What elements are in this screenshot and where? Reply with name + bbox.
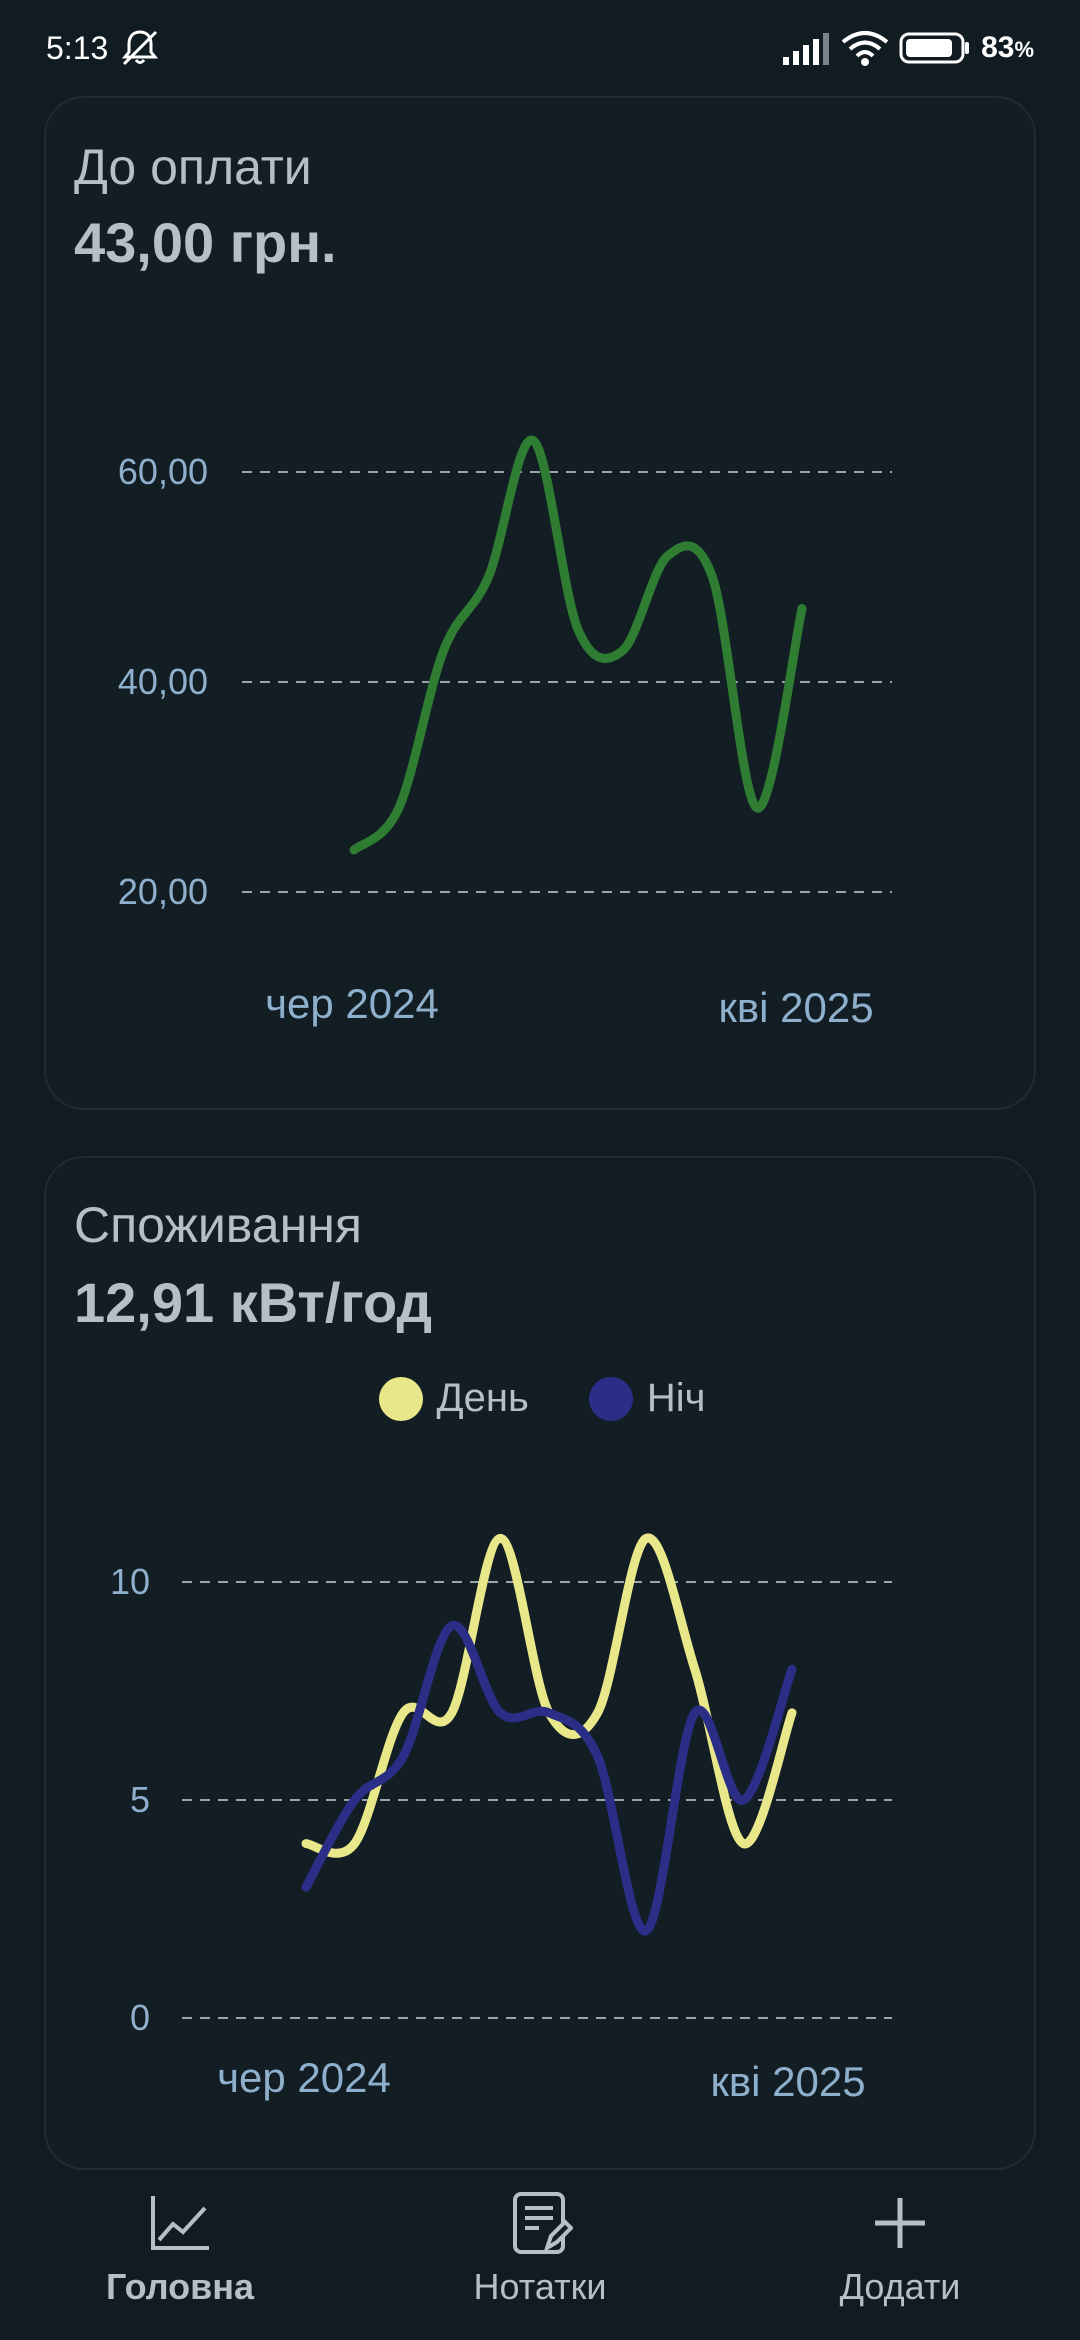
- signal-icon: [783, 33, 830, 65]
- nav-label: Головна: [106, 2266, 254, 2307]
- nav-item-notes[interactable]: Нотатки: [410, 2190, 670, 2340]
- payment-card[interactable]: До оплати 43,00 грн. 60,00 40,00 20,00 чер…: [44, 96, 1036, 1110]
- battery-icon: [899, 32, 970, 64]
- legend-dot-day: [378, 1376, 423, 1421]
- card-title: До оплати: [74, 139, 312, 195]
- x-tick-label: кві 2025: [710, 2058, 865, 2105]
- consumption-card[interactable]: Споживання 12,91 кВт/год День Ніч 10 5 0 ч…: [44, 1156, 1036, 2170]
- series-line-2: [301, 1621, 797, 1936]
- x-tick-label: кві 2025: [718, 984, 873, 1031]
- legend-dot-night: [588, 1376, 633, 1421]
- bottom-nav: Головна Нотатки Додати: [0, 2190, 1080, 2340]
- x-tick-label: чер 2024: [217, 2054, 391, 2101]
- chart-legend: День Ніч: [46, 1376, 1038, 1421]
- y-tick-label: 5: [130, 1779, 150, 1820]
- wifi-icon: [841, 31, 889, 66]
- nav-label: Нотатки: [473, 2266, 607, 2307]
- y-tick-label: 0: [130, 1997, 150, 2038]
- battery-percentage: 83%: [981, 31, 1034, 64]
- y-tick-label: 10: [110, 1561, 150, 1602]
- nav-label: Додати: [839, 2266, 961, 2307]
- series-line-1: [349, 435, 807, 855]
- payment-chart: 60,00 40,00 20,00 чер 2024 кві 2025: [118, 435, 892, 1031]
- legend-item-day[interactable]: День: [378, 1376, 529, 1421]
- x-tick-label: чер 2024: [265, 980, 439, 1027]
- legend-label: Ніч: [646, 1376, 706, 1420]
- legend-label: День: [436, 1376, 529, 1420]
- plus-icon: [875, 2198, 925, 2248]
- card-title: Споживання: [74, 1197, 362, 1253]
- chart-icon: [151, 2196, 209, 2250]
- consumption-amount: 12,91 кВт/год: [74, 1271, 433, 1334]
- nav-item-add[interactable]: Додати: [770, 2190, 1030, 2340]
- y-tick-label: 40,00: [118, 661, 208, 702]
- muted-bell-icon: [122, 30, 159, 66]
- y-tick-label: 60,00: [118, 451, 208, 492]
- legend-item-night[interactable]: Ніч: [588, 1376, 706, 1421]
- nav-item-home[interactable]: Головна: [50, 2190, 310, 2340]
- payment-amount: 43,00 грн.: [74, 211, 337, 274]
- notes-icon: [513, 2192, 573, 2254]
- status-bar: 5:13 83%: [0, 0, 1080, 96]
- series-line-1: [301, 1533, 797, 1858]
- status-time: 5:13: [46, 29, 109, 66]
- consumption-chart: 10 5 0 чер 2024 кві 2025: [110, 1533, 892, 2105]
- y-tick-label: 20,00: [118, 871, 208, 912]
